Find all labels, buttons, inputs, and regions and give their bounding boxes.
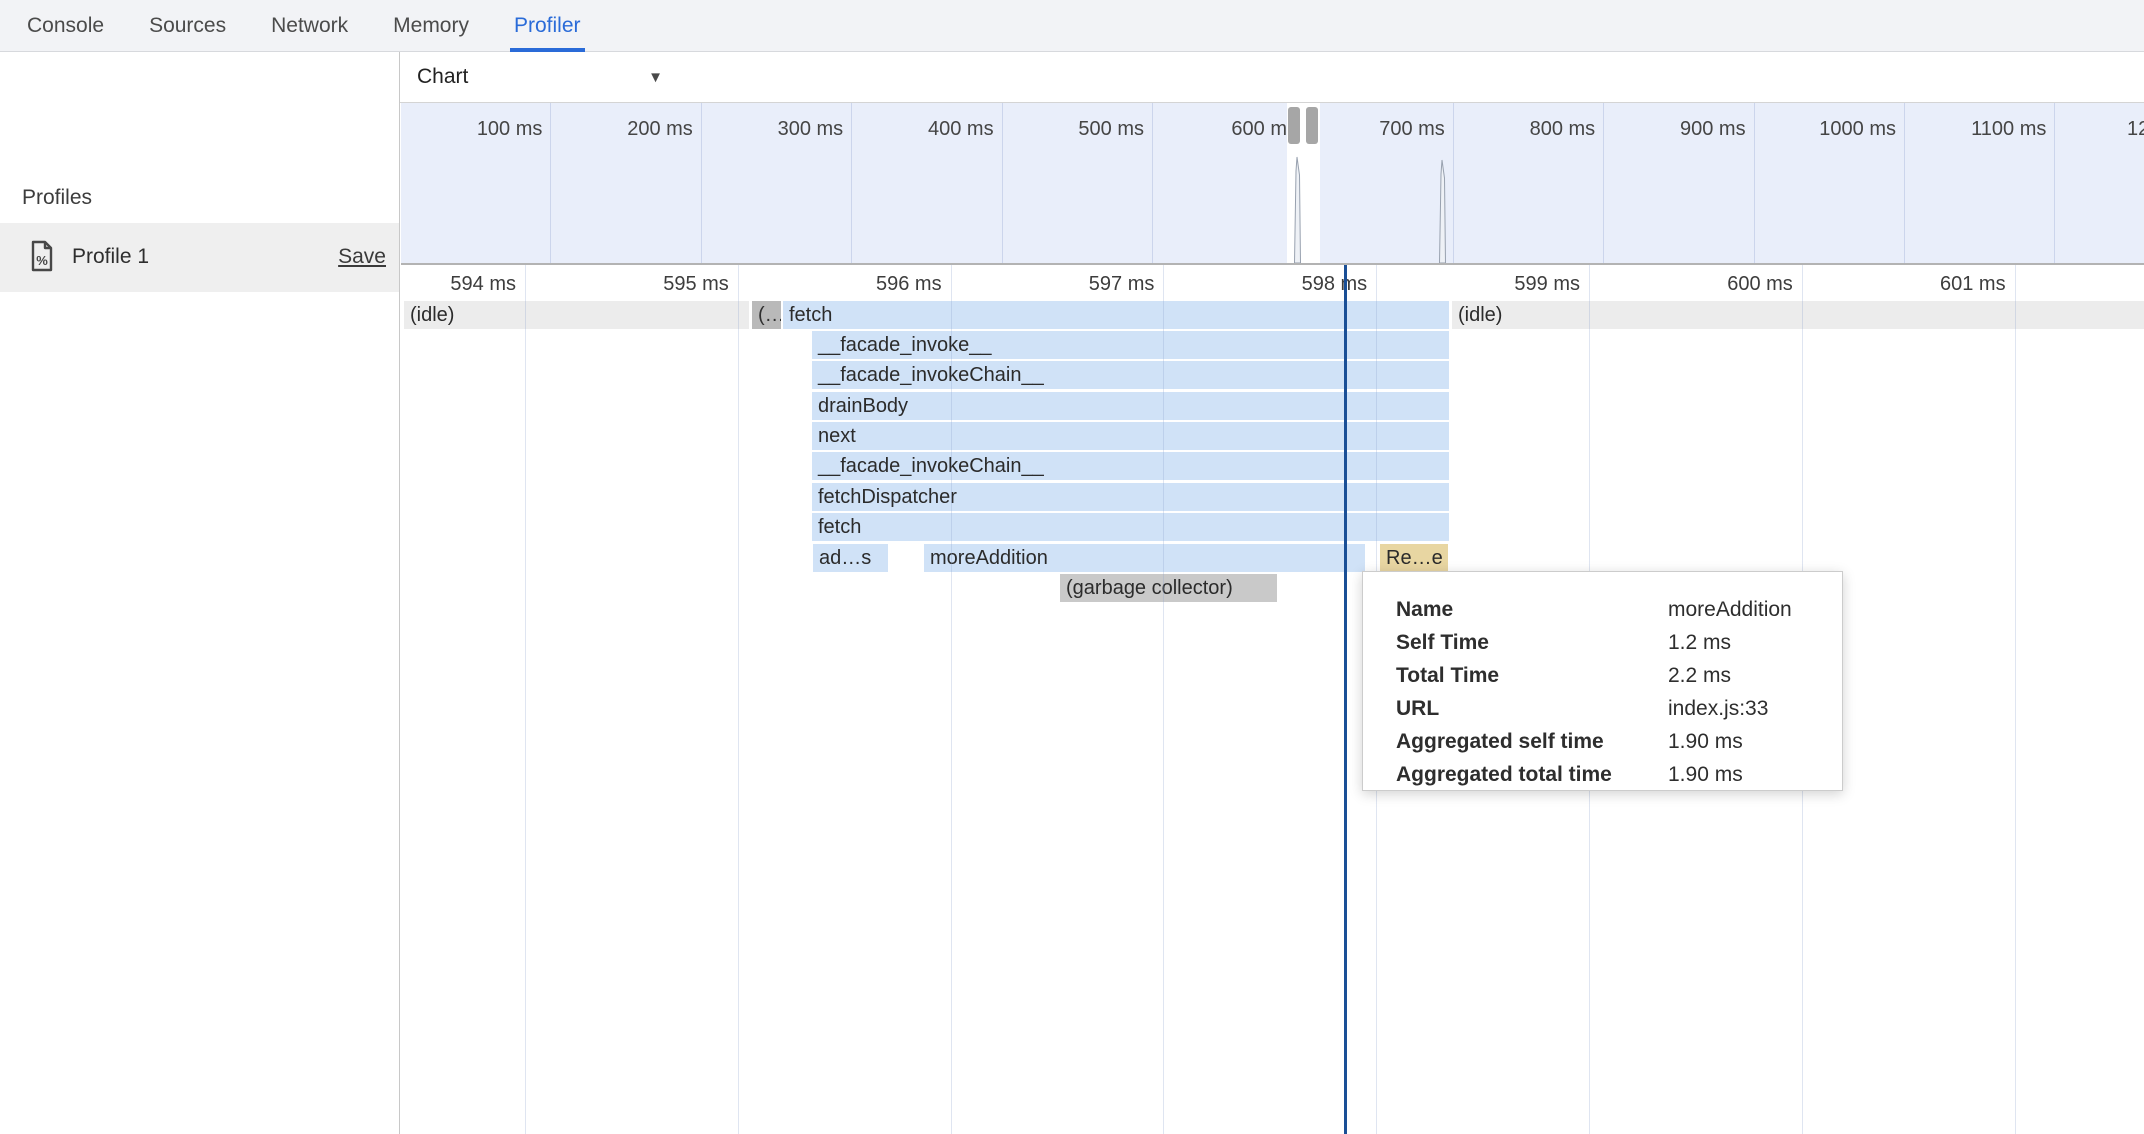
tooltip-row: Self Time 1.2 ms [1396,626,1842,659]
tooltip-label: Name [1396,597,1454,621]
overview-tick-label: 900 ms [1680,118,1746,140]
tab-console[interactable]: Console [27,13,105,37]
detail-gridline [1163,265,1165,1134]
overview-tick-label: 1000 ms [1819,118,1896,140]
overview-tick-label: 600 m [1231,118,1287,140]
overview-gridline [2054,103,2056,263]
view-mode-value: Chart [417,65,469,88]
overview-gridline [1001,103,1003,263]
overview-tick-label: 200 ms [627,118,693,140]
tooltip-row: Aggregated self time 1.90 ms [1396,725,1842,758]
svg-text:%: % [36,253,48,268]
flame-bar-ad-s[interactable]: ad…s [813,544,888,572]
flame-bar--facade-invokechain-[interactable]: __facade_invokeChain__ [812,452,1449,480]
tooltip-label: Aggregated total time [1396,762,1612,786]
overview-tick-label: 1100 ms [1971,118,2047,140]
tab-network[interactable]: Network [271,13,349,37]
detail-gridline [525,265,526,1134]
tooltip-row: Total Time 2.2 ms [1396,659,1842,692]
tab-memory[interactable]: Memory [393,13,469,37]
overview-tick-label: 700 ms [1379,118,1445,140]
tooltip-label: URL [1396,696,1440,720]
overview-gridline [1904,103,1905,263]
flame-bar-next[interactable]: next [812,422,1449,450]
selection-handle-right[interactable] [1306,107,1318,144]
tooltip-row: Aggregated total time 1.90 ms [1396,758,1842,791]
flame-bar-drainbody[interactable]: drainBody [812,392,1449,420]
ruler-tick-label: 599 ms [1514,273,1580,295]
flame-bar--garbage-collector-[interactable]: (garbage collector) [1060,574,1277,602]
overview-gridline [851,103,853,263]
tooltip-label: Aggregated self time [1396,729,1604,753]
save-profile-link[interactable]: Save [338,245,386,268]
overview-gridline [1152,103,1153,263]
profiles-sidebar: Profiles CPU PROFILES % Profile 1 Save [0,52,400,1134]
flame-bar-fetch[interactable]: fetch [783,301,1449,329]
selection-handle-left[interactable] [1288,107,1300,144]
tooltip-value: index.js:33 [1668,696,1769,720]
ruler-tick-label: 598 ms [1301,273,1368,295]
flame-bar-moreaddition[interactable]: moreAddition [924,544,1365,572]
flame-bar--facade-invokechain-[interactable]: __facade_invokeChain__ [812,361,1449,389]
detail-gridline [2014,265,2016,1134]
flame-bar-fetchdispatcher[interactable]: fetchDispatcher [812,483,1449,511]
overview-gridline [700,103,702,263]
profile-name: Profile 1 [72,245,150,268]
overview-gridline [1603,103,1605,263]
sidebar-item-profile-1[interactable]: % Profile 1 Save [0,223,399,292]
overview-gridline [550,103,552,263]
flame-bar--idle-[interactable]: (idle) [1452,301,2144,329]
tooltip-label: Total Time [1396,663,1500,687]
tooltip-row: URL index.js:33 [1396,692,1842,725]
tab-profiler[interactable]: Profiler [510,0,585,52]
view-mode-dropdown[interactable]: Chart ▼ [400,65,663,89]
frame-tooltip: Name moreAddition Self Time 1.2 ms Total Tim… [1362,571,1843,791]
chevron-down-icon: ▼ [648,68,663,86]
profile-document-icon: % [30,240,54,272]
tooltip-value: moreAddition [1668,597,1792,621]
timeline-overview[interactable]: 100 ms 200 ms 300 ms 400 ms 500 ms 600 m 700 m… [401,103,2144,265]
flame-chart[interactable]: 594 ms 595 ms 596 ms 597 ms 598 ms 599 ms 600 … [401,265,2144,1134]
tab-sources[interactable]: Sources [149,13,227,37]
ruler-tick-label: 595 ms [663,273,729,295]
overview-gridline [1753,103,1755,263]
tooltip-value: 2.2 ms [1668,663,1732,687]
overview-gridline [1452,103,1454,263]
flame-bar--idle-[interactable]: (idle) [404,301,749,329]
flame-bar--[interactable]: (… [752,301,781,329]
overview-tick-label: 800 ms [1529,118,1596,140]
playhead-marker[interactable] [1344,265,1347,1134]
ruler-tick-label: 597 ms [1088,273,1155,295]
ruler-tick-label: 596 ms [876,273,942,295]
detail-gridline [950,265,952,1134]
overview-tick-label: 500 ms [1078,118,1144,140]
tooltip-row: Name moreAddition [1396,593,1842,626]
tooltip-label: Self Time [1396,630,1489,654]
flame-bar-re-e[interactable]: Re…e [1380,544,1448,572]
chart-toolbar: Chart ▼ [400,52,2144,103]
flame-bar--facade-invoke-[interactable]: __facade_invoke__ [812,331,1449,359]
ruler-tick-label: 594 ms [450,273,516,295]
inspector-tab-bar: Console Sources Network Memory Profiler [0,0,2144,52]
profiles-title: Profiles [22,186,93,209]
detail-gridline [737,265,739,1134]
tooltip-value: 1.90 ms [1668,762,1743,786]
overview-tick-label: 12 [2127,118,2144,140]
overview-tick-label: 300 ms [777,118,844,140]
tooltip-value: 1.2 ms [1668,630,1732,654]
ruler-tick-label: 600 ms [1727,273,1793,295]
overview-tick-label: 100 ms [476,118,543,140]
flame-bar-fetch[interactable]: fetch [812,513,1449,541]
tooltip-value: 1.90 ms [1668,729,1743,753]
overview-tick-label: 400 ms [928,118,994,140]
ruler-tick-label: 601 ms [1940,273,2006,295]
